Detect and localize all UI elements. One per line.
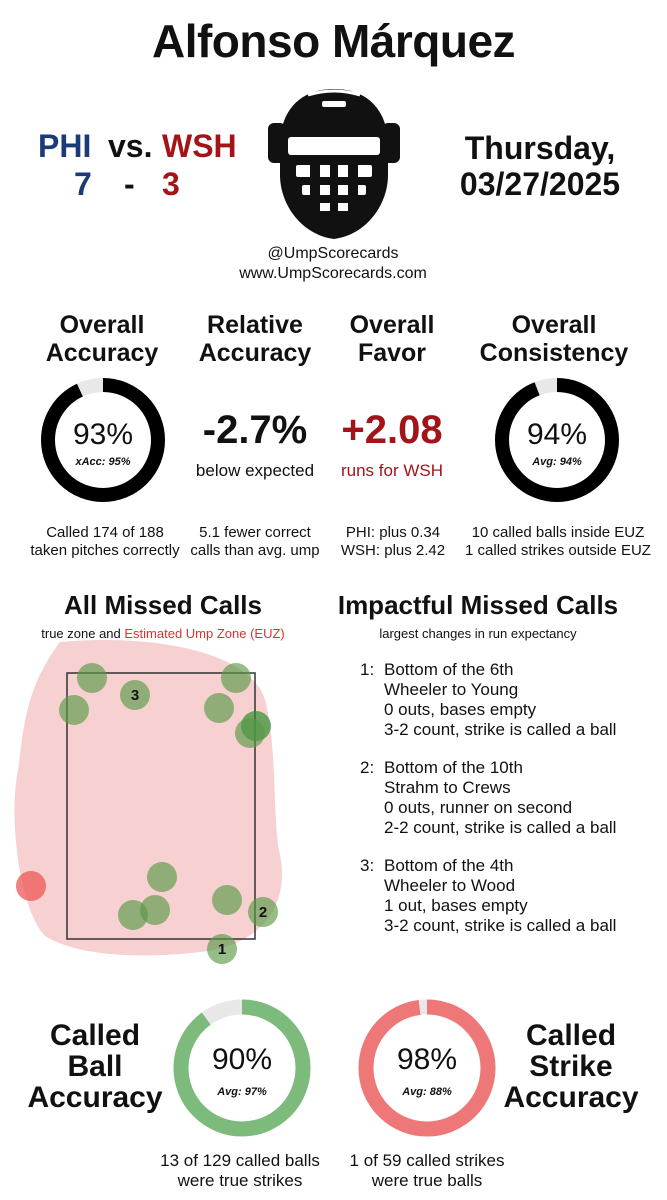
missed-calls-plot: 1 2 3 xyxy=(14,640,282,964)
all-missed-calls-sub: true zone and Estimated Ump Zone (EUZ) xyxy=(41,626,285,641)
missed-pitch xyxy=(147,862,177,892)
called-ball-ring xyxy=(173,999,311,1137)
overall-accuracy-value: 93% xyxy=(72,418,134,451)
impactful-call-1: 1: Bottom of the 6th Wheeler to Young 0 ou… xyxy=(360,660,617,739)
called-strike-avg: Avg: 88% xyxy=(402,1086,452,1098)
called-ball-accuracy-value: 90% xyxy=(211,1043,273,1076)
all-missed-calls-title: All Missed Calls xyxy=(64,590,262,620)
overall-consistency-value: 94% xyxy=(526,418,588,451)
away-score: 7 xyxy=(74,166,92,202)
home-score: 3 xyxy=(162,166,180,202)
home-team: WSH xyxy=(162,128,237,164)
consistency-avg: Avg: 94% xyxy=(532,456,582,468)
overall-accuracy-detail: Called 174 of 188 taken pitches correctly xyxy=(30,524,180,559)
missed-pitch xyxy=(118,900,148,930)
missed-pitch xyxy=(235,718,265,748)
overall-accuracy-title: Overall Accuracy xyxy=(45,311,159,367)
called-ball-detail: 13 of 129 called balls were true strikes xyxy=(160,1151,320,1190)
impactful-missed-calls-sub: largest changes in run expectancy xyxy=(379,626,577,641)
pitch-label-1: 1 xyxy=(218,941,226,958)
missed-pitch xyxy=(207,934,237,964)
umpire-name: Alfonso Márquez xyxy=(151,15,516,67)
overall-consistency-title: Overall Consistency xyxy=(479,311,629,367)
missed-pitch xyxy=(204,693,234,723)
pitch-label-2: 2 xyxy=(259,904,267,921)
impactful-call-3: 3: Bottom of the 4th Wheeler to Wood 1 out… xyxy=(360,856,617,935)
overall-favor-title: Overall Favor xyxy=(349,311,435,367)
called-strike-accuracy-label: Called Strike Accuracy xyxy=(503,1019,639,1114)
true-strike-zone xyxy=(66,672,256,940)
overall-favor-sub: runs for WSH xyxy=(340,461,444,480)
missed-pitch xyxy=(59,695,89,725)
vs-label: vs. xyxy=(108,128,153,164)
missed-pitch xyxy=(77,663,107,693)
overall-favor-value: +2.08 xyxy=(341,408,443,452)
called-strike-ring xyxy=(358,999,496,1137)
relative-accuracy-title: Relative Accuracy xyxy=(198,311,312,367)
relative-accuracy-value: -2.7% xyxy=(202,408,308,452)
called-ball-accuracy-label: Called Ball Accuracy xyxy=(27,1019,163,1114)
missed-pitch xyxy=(221,663,251,693)
impactful-missed-calls-title: Impactful Missed Calls xyxy=(337,590,619,620)
away-team: PHI xyxy=(38,128,92,164)
missed-pitch xyxy=(212,885,242,915)
xacc-value: xAcc: 95% xyxy=(75,456,131,468)
impactful-call-2: 2: Bottom of the 10th Strahm to Crews 0 ou… xyxy=(360,758,617,837)
overall-accuracy-ring xyxy=(41,378,165,502)
missed-pitch xyxy=(248,897,278,927)
pitch-label-3: 3 xyxy=(131,687,139,704)
missed-strike-pitch xyxy=(16,871,46,901)
game-day: Thursday, xyxy=(464,130,616,166)
umpire-mask-icon xyxy=(268,89,400,239)
relative-accuracy-sub: below expected xyxy=(195,461,315,480)
overall-favor-detail: PHI: plus 0.34 WSH: plus 2.42 xyxy=(340,524,446,559)
game-date: 03/27/2025 xyxy=(459,166,621,202)
missed-pitch xyxy=(120,680,150,710)
overall-consistency-ring xyxy=(495,378,619,502)
called-ball-avg: Avg: 97% xyxy=(217,1086,267,1098)
overall-consistency-detail: 10 called balls inside EUZ 1 called strik… xyxy=(465,524,651,559)
called-strike-accuracy-value: 98% xyxy=(396,1043,458,1076)
twitter-handle[interactable]: @UmpScorecards xyxy=(267,245,399,262)
called-strike-detail: 1 of 59 called strikes were true balls xyxy=(349,1151,505,1190)
website-link[interactable]: www.UmpScorecards.com xyxy=(239,265,427,282)
relative-accuracy-detail: 5.1 fewer correct calls than avg. ump xyxy=(190,524,320,559)
score-dash: - xyxy=(124,166,135,202)
